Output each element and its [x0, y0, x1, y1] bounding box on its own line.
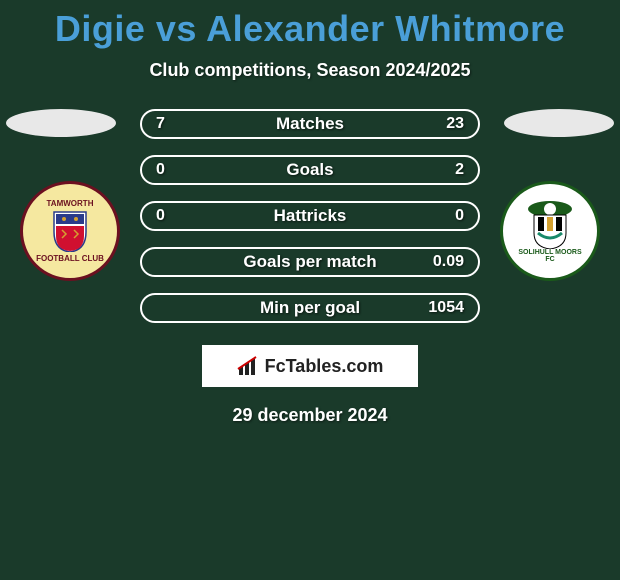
stat-left-value: 7	[156, 115, 165, 133]
stat-row: 0 Goals 2	[140, 155, 480, 185]
club-badge-left-content: TAMWORTH FOOTBALL CLUB	[35, 196, 105, 266]
stat-right-value: 2	[455, 161, 464, 179]
club-name-right: SOLIHULL MOORS FC	[515, 249, 585, 263]
stat-row: 0 Hattricks 0	[140, 201, 480, 231]
stat-label: Matches	[276, 114, 344, 134]
page-title: Digie vs Alexander Whitmore	[0, 0, 620, 50]
stat-left-value: 0	[156, 207, 165, 225]
stat-right-value: 23	[446, 115, 464, 133]
crest-icon	[520, 199, 580, 249]
club-badge-left: TAMWORTH FOOTBALL CLUB	[20, 181, 120, 281]
player-silhouette-left	[6, 109, 116, 137]
stat-right-value: 0	[455, 207, 464, 225]
subtitle: Club competitions, Season 2024/2025	[0, 60, 620, 81]
stat-rows: 7 Matches 23 0 Goals 2 0 Hattricks 0 Goa…	[140, 109, 480, 323]
stat-label: Goals	[286, 160, 333, 180]
bar-chart-icon	[237, 355, 259, 377]
stat-label: Hattricks	[274, 206, 347, 226]
stat-right-value: 0.09	[433, 253, 464, 271]
player-silhouette-right	[504, 109, 614, 137]
stat-row: Goals per match 0.09	[140, 247, 480, 277]
club-name-left-top: TAMWORTH	[47, 199, 94, 208]
stat-row: Min per goal 1054	[140, 293, 480, 323]
brand-text: FcTables.com	[265, 356, 384, 377]
stat-label: Min per goal	[260, 298, 360, 318]
date-line: 29 december 2024	[0, 405, 620, 426]
club-badge-right-content: SOLIHULL MOORS FC	[515, 196, 585, 266]
comparison-container: TAMWORTH FOOTBALL CLUB SOL	[0, 109, 620, 323]
stat-row: 7 Matches 23	[140, 109, 480, 139]
brand-box: FcTables.com	[202, 345, 418, 387]
stat-right-value: 1054	[428, 299, 464, 317]
stat-label: Goals per match	[243, 252, 376, 272]
club-name-left-bottom: FOOTBALL CLUB	[36, 254, 104, 263]
shield-icon	[52, 210, 88, 252]
club-badge-right: SOLIHULL MOORS FC	[500, 181, 600, 281]
stat-left-value: 0	[156, 161, 165, 179]
